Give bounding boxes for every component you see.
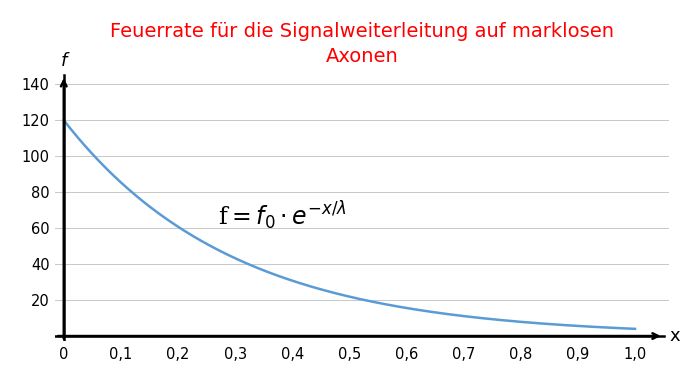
Text: x: x (669, 327, 680, 345)
Text: $\mathregular{f} = f_0 \cdot e^{-x/\lambda}$: $\mathregular{f} = f_0 \cdot e^{-x/\lamb… (218, 199, 347, 232)
Text: f: f (61, 52, 67, 70)
Title: Feuerrate für die Signalweiterleitung auf marklosen
Axonen: Feuerrate für die Signalweiterleitung au… (110, 21, 614, 66)
